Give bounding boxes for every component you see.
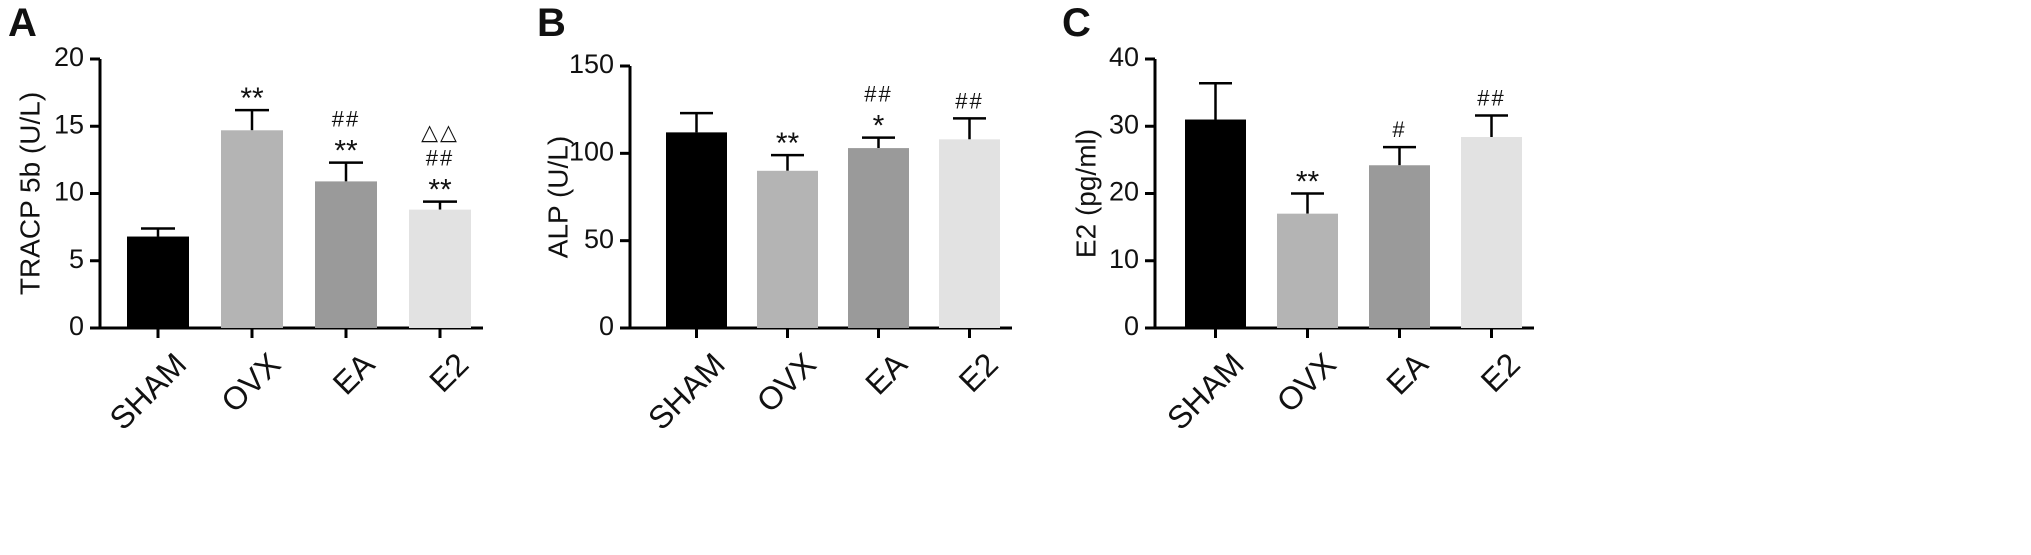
y-tick-label: 10 xyxy=(54,177,84,207)
x-tick-label: OVX xyxy=(214,346,287,419)
significance-marker: ## xyxy=(426,146,454,171)
x-tick-label: EA xyxy=(326,345,382,401)
bar-ea xyxy=(315,181,377,328)
x-tick-label: SHAM xyxy=(1160,346,1251,437)
significance-marker: # xyxy=(1392,117,1406,142)
bar-sham xyxy=(1185,119,1246,329)
panel-b: B ALP (U/L) 0 50 100 150 SHAM OVX ** EA * ## E2 ## xyxy=(537,1,1012,437)
bar-e2 xyxy=(939,139,1000,328)
significance-marker: ** xyxy=(428,174,452,207)
bar-e2 xyxy=(1461,137,1522,328)
x-tick-label: E2 xyxy=(422,346,475,399)
y-tick-label: 5 xyxy=(69,244,84,274)
y-tick-label: 100 xyxy=(569,136,614,166)
significance-marker: ** xyxy=(334,135,358,168)
y-tick-label: 20 xyxy=(54,42,84,72)
y-tick-label: 30 xyxy=(1109,109,1139,139)
bar-ovx xyxy=(1277,213,1338,328)
panel-letter: A xyxy=(8,1,37,45)
bar-sham xyxy=(666,132,727,328)
y-tick-label: 0 xyxy=(599,311,614,341)
bar-ea xyxy=(848,148,909,328)
y-axis-label: ALP (U/L) xyxy=(542,136,573,258)
x-tick-label: EA xyxy=(1379,345,1435,401)
y-tick-label: 0 xyxy=(69,311,84,341)
significance-marker: ** xyxy=(1296,166,1320,199)
bar-e2 xyxy=(409,209,471,328)
x-tick-label: E2 xyxy=(1474,346,1527,399)
x-tick-label: EA xyxy=(858,345,914,401)
significance-marker: ## xyxy=(1477,85,1505,110)
y-axis-label: E2 (pg/ml) xyxy=(1070,129,1101,258)
y-axis-label: TRACP 5b (U/L) xyxy=(14,92,45,295)
y-tick-label: 150 xyxy=(569,49,614,79)
bar-ovx xyxy=(757,170,818,328)
y-tick-label: 20 xyxy=(1109,177,1139,207)
significance-marker: △△ xyxy=(421,120,459,145)
significance-marker: ## xyxy=(864,82,892,107)
y-tick-label: 10 xyxy=(1109,244,1139,274)
x-tick-label: SHAM xyxy=(641,346,732,437)
panel-letter: B xyxy=(537,1,566,45)
y-tick-label: 40 xyxy=(1109,42,1139,72)
y-tick-label: 15 xyxy=(54,109,84,139)
y-tick-label: 50 xyxy=(584,224,614,254)
panel-a: A TRACP 5b (U/L) 0 5 10 15 20 SHAM OVX ** EA ** ## E2… xyxy=(8,1,483,437)
bar-ovx xyxy=(221,130,283,328)
x-tick-label: OVX xyxy=(1270,346,1343,419)
significance-marker: * xyxy=(873,110,885,143)
significance-marker: ## xyxy=(955,88,983,113)
significance-marker: ** xyxy=(776,127,800,160)
x-tick-label: SHAM xyxy=(103,346,194,437)
significance-marker: ** xyxy=(240,82,264,115)
bar-sham xyxy=(127,236,189,328)
significance-marker: ## xyxy=(332,107,360,132)
y-tick-label: 0 xyxy=(1124,311,1139,341)
x-tick-label: E2 xyxy=(952,346,1005,399)
panel-letter: C xyxy=(1062,1,1091,45)
x-tick-label: OVX xyxy=(750,346,823,419)
panel-c: C E2 (pg/ml) 0 10 20 30 40 SHAM OVX ** EA # E2 ## xyxy=(1062,1,1534,437)
bar-ea xyxy=(1369,165,1430,328)
